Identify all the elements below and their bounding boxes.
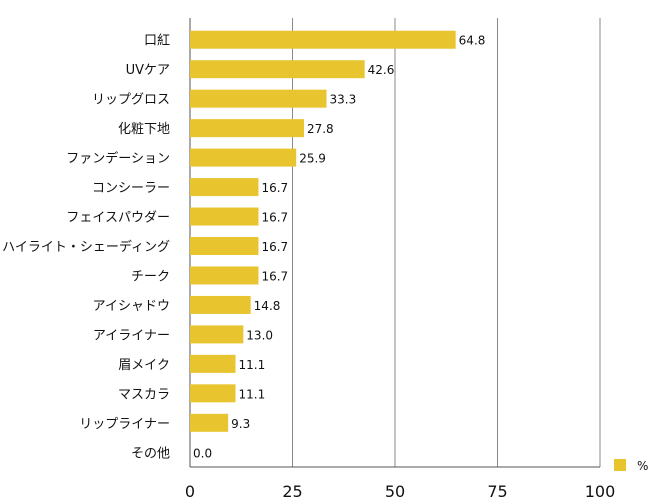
category-label: 化粧下地 (118, 122, 170, 137)
category-label: マスカラ (118, 387, 170, 402)
bar (190, 30, 456, 49)
data-label: 16.7 (261, 181, 288, 195)
bar (190, 325, 244, 344)
data-label: 9.3 (231, 417, 250, 431)
data-label: 13.0 (246, 328, 273, 342)
data-label: 42.6 (368, 63, 395, 77)
category-label: フェイスパウダー (66, 211, 170, 226)
x-tick-label: 100 (585, 482, 616, 501)
category-label: アイシャドウ (93, 299, 170, 314)
category-label: コンシーラー (92, 181, 170, 196)
x-tick-label: 75 (487, 482, 507, 501)
bar (190, 89, 327, 108)
bar (190, 413, 229, 432)
category-label: アイライナー (93, 328, 170, 343)
bar (190, 237, 259, 255)
category-label: ハイライト・シェーディング (2, 239, 170, 255)
bar (190, 148, 297, 167)
bar (190, 266, 259, 285)
category-label: UVケア (126, 63, 170, 78)
data-label: 27.8 (307, 122, 334, 136)
data-label: 11.1 (239, 387, 266, 401)
data-label: 25.9 (299, 152, 326, 166)
category-label: 口紅 (144, 34, 170, 49)
category-label: チーク (131, 269, 170, 284)
data-label: 0.0 (193, 446, 212, 460)
data-label: 64.8 (459, 34, 486, 48)
bar (190, 178, 259, 197)
category-label: ファンデーション (66, 151, 170, 167)
x-tick-label: 25 (282, 482, 302, 501)
data-label: 16.7 (261, 240, 288, 254)
category-label: リップグロス (92, 93, 170, 108)
data-label: 14.8 (254, 299, 281, 313)
bar (190, 60, 365, 79)
data-label: 16.7 (261, 269, 288, 283)
category-label: その他 (131, 446, 170, 461)
x-tick-label: 0 (185, 482, 195, 501)
bar (190, 207, 259, 226)
bar (190, 119, 304, 138)
category-label: 眉メイク (118, 358, 170, 373)
legend-swatch (614, 459, 626, 471)
legend-label: % (637, 459, 648, 473)
x-tick-label: 50 (385, 482, 405, 501)
data-label: 11.1 (239, 358, 266, 372)
data-label: 16.7 (261, 211, 288, 225)
data-label: 33.3 (330, 93, 357, 107)
bar (190, 384, 236, 403)
category-label: リップライナー (79, 417, 170, 432)
bar (190, 354, 236, 373)
bar (190, 295, 251, 314)
